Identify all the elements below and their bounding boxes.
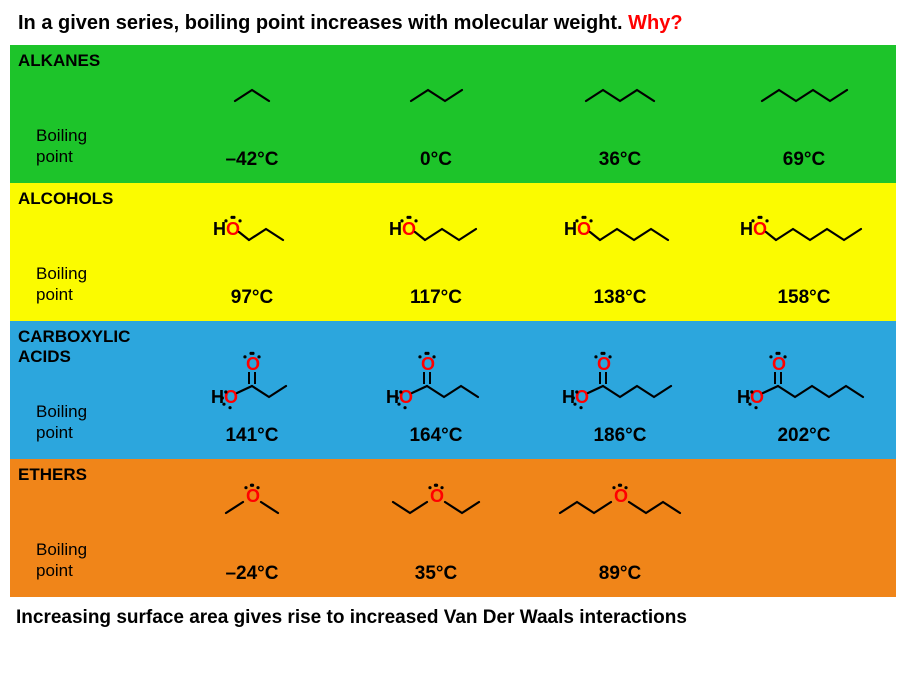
boiling-point-value: 69°C	[783, 149, 825, 171]
compound-cell: 69°C	[712, 45, 896, 183]
bp-label: Boilingpoint	[18, 540, 87, 581]
page-title: In a given series, boiling point increas…	[10, 12, 896, 35]
compound-cell: O –24°C	[160, 459, 344, 597]
svg-text:O: O	[399, 387, 413, 407]
molecule-holder	[225, 63, 279, 138]
molecule-holder: HOO	[207, 339, 298, 414]
molecule-holder: HO	[209, 201, 295, 276]
molecule-holder	[752, 63, 857, 138]
series-row: ALCOHOLSBoilingpointHO97°CHO117°CHO138°C…	[10, 183, 896, 321]
acid-structure: HOO	[558, 339, 683, 409]
molecule-holder	[401, 63, 472, 138]
svg-text:O: O	[224, 387, 238, 407]
compound-cell: HOO 202°C	[712, 321, 896, 459]
boiling-point-value: 202°C	[777, 425, 830, 447]
alkane-structure	[576, 63, 664, 133]
svg-text:O: O	[577, 219, 591, 239]
series-name: ALKANES	[14, 51, 100, 71]
series-name: ETHERS	[14, 465, 87, 485]
molecule-holder: HOO	[733, 339, 875, 414]
boiling-point-value: 36°C	[599, 149, 641, 171]
molecule-holder	[576, 63, 664, 138]
molecule-holder: O	[387, 477, 485, 552]
svg-text:H: H	[564, 219, 577, 239]
acid-structure: HOO	[733, 339, 875, 409]
svg-text:O: O	[226, 219, 240, 239]
boiling-point-value: –24°C	[225, 563, 278, 585]
svg-text:O: O	[753, 219, 767, 239]
alkane-structure	[752, 63, 857, 133]
footnote: Increasing surface area gives rise to in…	[10, 607, 896, 629]
compound-cell: HO 117°C	[344, 183, 528, 321]
svg-text:H: H	[740, 219, 753, 239]
compound-cell: HO 97°C	[160, 183, 344, 321]
boiling-point-value: 97°C	[231, 287, 273, 309]
svg-text:O: O	[575, 387, 589, 407]
molecule-holder: HOO	[558, 339, 683, 414]
series-row: ALKANES Boilingpoint –42°C 0°C 36°C 69°C	[10, 45, 896, 183]
boiling-point-value: 35°C	[415, 563, 457, 585]
svg-text:O: O	[402, 219, 416, 239]
boiling-point-value: 89°C	[599, 563, 641, 585]
bp-label: Boilingpoint	[18, 402, 87, 443]
series-name: ALCOHOLS	[14, 189, 113, 209]
alcohol-structure: HO	[736, 201, 873, 271]
compound-cell	[712, 459, 896, 597]
compound-cell: HOO 164°C	[344, 321, 528, 459]
alcohol-structure: HO	[209, 201, 295, 271]
series-name: CARBOXYLICACIDS	[14, 327, 130, 367]
bp-label: Boilingpoint	[18, 126, 87, 167]
molecule-holder: HO	[736, 201, 873, 276]
boiling-point-value: –42°C	[225, 149, 278, 171]
series-row: ETHERS Boilingpoint O –24°C O 35°C O 89°C	[10, 459, 896, 597]
compound-cell: O 35°C	[344, 459, 528, 597]
acid-structure: HOO	[382, 339, 490, 409]
compound-cell: HO 158°C	[712, 183, 896, 321]
series-row: CARBOXYLICACIDS Boilingpoint HOO 141°C HOO 16…	[10, 321, 896, 459]
ether-structure: O	[220, 477, 284, 547]
svg-text:H: H	[213, 219, 226, 239]
compound-cell: O 89°C	[528, 459, 712, 597]
boiling-point-value: 117°C	[410, 287, 462, 309]
alcohol-structure: HO	[385, 201, 488, 271]
molecule-holder: HO	[560, 201, 680, 276]
acid-structure: HOO	[207, 339, 298, 409]
compound-cell: –42°C	[160, 45, 344, 183]
ether-structure: O	[554, 477, 686, 547]
svg-text:H: H	[389, 219, 402, 239]
molecule-holder: HOO	[382, 339, 490, 414]
molecule-holder: O	[220, 477, 284, 552]
bp-label: Boilingpoint	[18, 264, 87, 305]
title-text: In a given series, boiling point increas…	[18, 12, 628, 34]
boiling-point-value: 138°C	[593, 287, 646, 309]
rows-container: ALKANES Boilingpoint –42°C 0°C 36°C 69°C ALCOH…	[10, 45, 896, 597]
boiling-point-value: 158°C	[777, 287, 830, 309]
boiling-point-value: 186°C	[593, 425, 646, 447]
svg-text:O: O	[750, 387, 764, 407]
alkane-structure	[225, 63, 279, 133]
compound-cell: HO 138°C	[528, 183, 712, 321]
compound-cell: 36°C	[528, 45, 712, 183]
alkane-structure	[401, 63, 472, 133]
boiling-point-value: 164°C	[409, 425, 462, 447]
molecule-holder: O	[554, 477, 686, 552]
ether-structure: O	[387, 477, 485, 547]
title-why: Why?	[628, 12, 682, 34]
boiling-point-value: 141°C	[225, 425, 278, 447]
compound-cell: HOO 141°C	[160, 321, 344, 459]
boiling-point-value: 0°C	[420, 149, 452, 171]
compound-cell: HOO 186°C	[528, 321, 712, 459]
alcohol-structure: HO	[560, 201, 680, 271]
compound-cell: 0°C	[344, 45, 528, 183]
molecule-holder: HO	[385, 201, 488, 276]
